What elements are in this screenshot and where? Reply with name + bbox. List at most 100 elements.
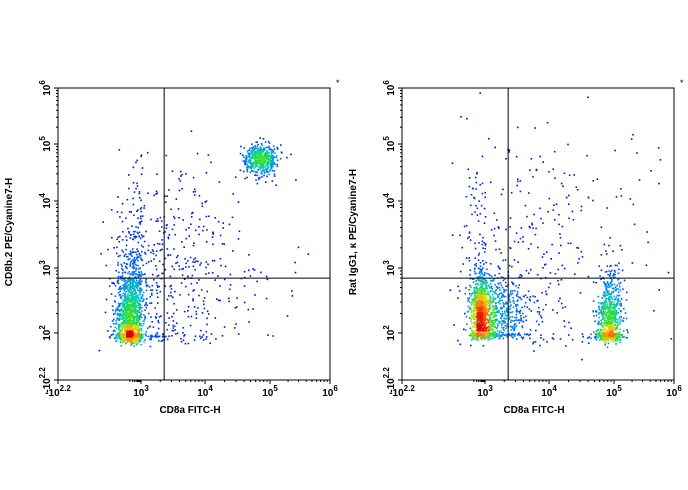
- event-dot: [122, 323, 124, 325]
- event-dot: [616, 339, 619, 342]
- event-dot: [489, 298, 491, 300]
- event-dot: [468, 236, 470, 238]
- event-dot: [128, 328, 131, 331]
- event-dot: [623, 336, 625, 338]
- event-dot: [629, 198, 632, 200]
- event-dot: [261, 166, 263, 168]
- event-dot: [121, 327, 123, 330]
- event-dot: [596, 178, 599, 180]
- event-dot: [200, 262, 202, 264]
- event-dot: [129, 288, 131, 291]
- event-dot: [496, 333, 499, 335]
- event-dot: [131, 273, 133, 275]
- event-dot: [127, 288, 130, 291]
- event-dot: [128, 258, 130, 260]
- event-dot: [171, 170, 174, 172]
- event-dot: [122, 306, 124, 308]
- event-dot: [492, 299, 495, 302]
- event-dot: [561, 307, 564, 309]
- event-dot: [539, 155, 541, 158]
- event-dot: [487, 309, 490, 312]
- event-dot: [524, 301, 527, 304]
- event-dot: [121, 330, 123, 332]
- event-dot: [253, 269, 256, 271]
- event-dot: [131, 307, 134, 309]
- event-dot: [119, 313, 122, 316]
- event-dot: [269, 148, 271, 151]
- event-dot: [168, 324, 170, 326]
- event-dot: [133, 333, 135, 336]
- event-dot: [252, 308, 254, 310]
- event-dot: [611, 280, 613, 283]
- event-dot: [603, 338, 605, 341]
- event-dot: [119, 216, 121, 218]
- event-dot: [494, 318, 497, 321]
- event-dot: [120, 297, 123, 300]
- event-dot: [503, 320, 506, 322]
- event-dot: [140, 275, 142, 277]
- event-dot: [252, 149, 255, 151]
- event-dot: [475, 338, 477, 340]
- event-dot: [255, 152, 257, 155]
- event-dot: [132, 302, 134, 305]
- event-dot: [189, 324, 192, 327]
- event-dot: [160, 340, 163, 342]
- event-dot: [159, 216, 162, 219]
- event-dot: [469, 307, 471, 310]
- event-dot: [131, 310, 134, 313]
- event-dot: [499, 336, 501, 339]
- event-dot: [261, 176, 263, 178]
- event-dot: [485, 296, 487, 298]
- event-dot: [136, 314, 139, 316]
- event-dot: [193, 289, 195, 291]
- event-dot: [129, 299, 131, 301]
- event-dot: [489, 319, 492, 322]
- event-dot: [612, 337, 614, 340]
- event-dot: [497, 335, 499, 338]
- event-dot: [498, 286, 501, 289]
- event-dot: [488, 332, 490, 334]
- event-dot: [489, 287, 491, 289]
- event-dot: [190, 216, 193, 218]
- event-dot: [460, 116, 462, 118]
- event-dot: [504, 289, 506, 292]
- event-dot: [484, 334, 486, 336]
- event-dot: [118, 304, 120, 307]
- event-dot: [528, 298, 531, 301]
- event-dot: [169, 254, 172, 256]
- event-dot: [136, 342, 139, 345]
- event-dot: [247, 160, 249, 162]
- event-dot: [121, 333, 124, 336]
- event-dot: [202, 300, 205, 303]
- event-dot: [158, 260, 161, 263]
- event-dot: [505, 315, 508, 317]
- event-dot: [489, 316, 492, 319]
- event-dot: [253, 153, 255, 155]
- event-dot: [504, 321, 507, 324]
- event-dot: [263, 162, 265, 165]
- event-dot: [471, 278, 474, 280]
- event-dot: [509, 292, 512, 294]
- event-dot: [136, 185, 139, 187]
- event-dot: [140, 337, 143, 339]
- event-dot: [477, 303, 480, 305]
- event-dot: [475, 280, 477, 282]
- event-dot: [489, 181, 492, 183]
- event-dot: [480, 304, 482, 307]
- event-dot: [136, 335, 139, 338]
- event-dot: [239, 152, 242, 155]
- event-dot: [485, 318, 488, 320]
- event-dot: [480, 333, 483, 335]
- event-dot: [193, 258, 195, 261]
- event-dot: [581, 358, 583, 361]
- event-dot: [615, 196, 618, 198]
- event-dot: [622, 317, 625, 319]
- event-dot: [606, 334, 608, 337]
- event-dot: [263, 153, 265, 155]
- event-dot: [481, 303, 483, 305]
- event-dot: [133, 235, 135, 238]
- event-dot: [247, 308, 250, 311]
- event-dot: [250, 150, 253, 153]
- event-dot: [477, 299, 479, 302]
- event-dot: [166, 338, 169, 341]
